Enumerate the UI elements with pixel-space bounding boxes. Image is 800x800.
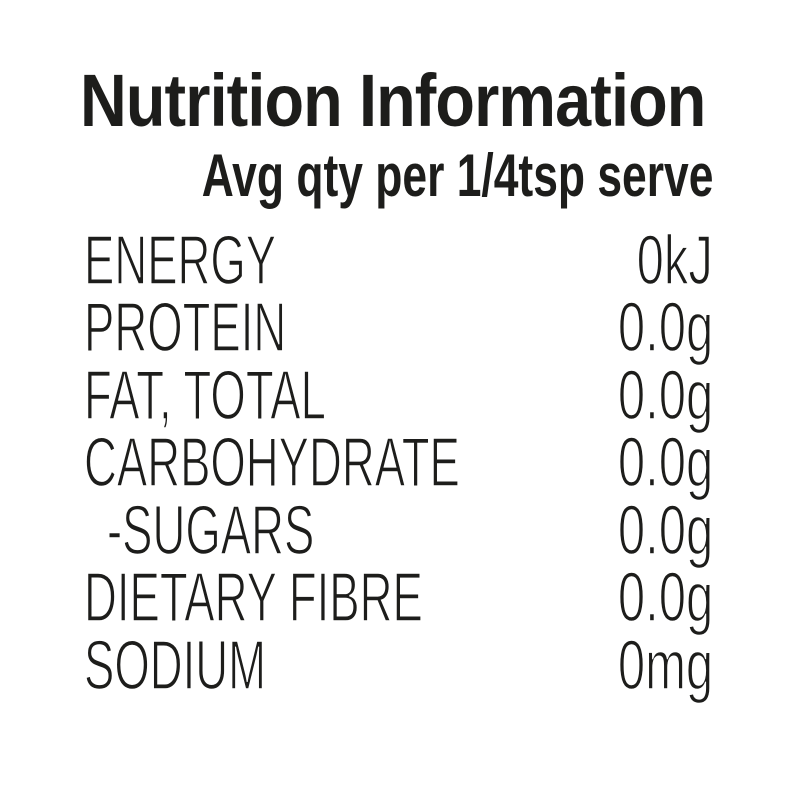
nutrient-label: ENERGY <box>84 221 277 299</box>
nutrient-label: FAT, TOTAL <box>84 356 327 434</box>
nutrient-row-sugars: -SUGARS 0.0g <box>84 491 714 569</box>
nutrient-value: 0.0g <box>617 558 713 636</box>
panel-title: Nutrition Information <box>80 59 706 142</box>
nutrient-label: SODIUM <box>84 626 267 704</box>
nutrient-value: 0mg <box>617 626 713 704</box>
nutrient-label: PROTEIN <box>84 288 287 366</box>
nutrient-value: 0.0g <box>617 356 713 434</box>
nutrient-value: 0.0g <box>617 288 713 366</box>
serving-size-subtitle: Avg qty per 1/4tsp serve <box>201 142 713 209</box>
nutrient-value: 0.0g <box>617 423 713 501</box>
nutrient-label: -SUGARS <box>107 491 315 569</box>
nutrient-row-fat-total: FAT, TOTAL 0.0g <box>84 356 714 434</box>
nutrient-value: 0.0g <box>617 491 713 569</box>
nutrient-row-dietary-fibre: DIETARY FIBRE 0.0g <box>84 558 714 636</box>
nutrient-row-sodium: SODIUM 0mg <box>84 626 714 704</box>
nutrient-row-carbohydrate: CARBOHYDRATE 0.0g <box>84 423 714 501</box>
nutrient-label: CARBOHYDRATE <box>84 423 461 501</box>
nutrient-row-protein: PROTEIN 0.0g <box>84 288 714 366</box>
nutrient-label: DIETARY FIBRE <box>84 558 424 636</box>
nutrient-value: 0kJ <box>636 221 713 299</box>
nutrient-row-energy: ENERGY 0kJ <box>84 221 714 299</box>
